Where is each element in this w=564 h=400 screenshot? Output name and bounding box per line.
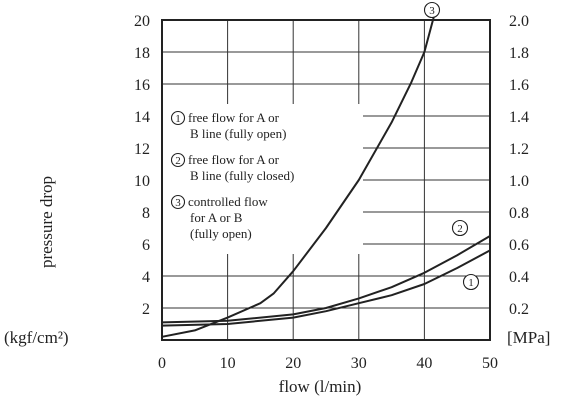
x-tick-label: 20 [285,355,301,372]
plot-frame [161,19,491,341]
y-tick-label-left: 2 [142,301,150,318]
series-marker-number: 1 [468,277,474,289]
y-tick-label-right: 0.2 [509,301,529,318]
y-tick-label-left: 18 [134,45,150,62]
series-marker-number: 3 [429,5,435,17]
y-tick-label-right: 1.0 [509,173,529,190]
legend-marker-circle [170,110,186,126]
series-line-2 [161,235,491,324]
legend-text-line: for A or B [190,210,243,225]
x-axis-label: flow (l/min) [279,377,362,396]
y-tick-label-right: 0.8 [509,205,529,222]
y-tick-label-left: 10 [134,173,150,190]
series-line-1 [161,249,491,327]
y-tick-label-left: 6 [142,237,150,254]
y-tick-label-left: 8 [142,205,150,222]
x-tick-label: 10 [220,355,236,372]
y-tick-label-right: 1.4 [509,109,529,126]
y-tick-labels-left: 2 4 6 8 10 12 14 16 18 20 [134,13,150,318]
legend-marker-circle [170,194,186,210]
series-marker-circle [451,219,469,237]
series-marker-1: 1 [462,273,480,291]
legend-marker-number: 1 [175,113,181,125]
legend-marker-number: 2 [175,155,181,167]
x-tick-label: 30 [351,355,367,372]
y-tick-label-right: 2.0 [509,13,529,30]
x-tick-labels: 0 10 20 30 40 50 [158,355,498,372]
y-axis-unit-left: (kgf/cm²) [4,328,69,347]
legend-marker-number: 3 [175,197,181,209]
legend-backdrop [163,104,363,254]
legend: 1 free flow for A orB line (fully open)2 f… [170,110,294,241]
y-axis-unit-right: [MPa] [507,328,550,347]
grid-lines [162,20,490,340]
y-tick-label-right: 0.6 [509,237,529,254]
x-tick-label: 0 [158,355,166,372]
series-layer [161,14,491,338]
x-tick-label: 40 [416,355,432,372]
y-tick-labels-right: 0.2 0.4 0.6 0.8 1.0 1.2 1.4 1.6 1.8 2.0 [509,13,529,318]
y-tick-label-right: 1.8 [509,45,529,62]
y-tick-label-left: 12 [134,141,150,158]
y-tick-label-left: 20 [134,13,150,30]
legend-text-line: B line (fully open) [190,126,286,141]
y-tick-label-right: 0.4 [509,269,529,286]
y-tick-label-right: 1.6 [509,77,529,94]
y-tick-label-right: 1.2 [509,141,529,158]
legend-entry-2: 2 free flow for A orB line (fully closed) [170,152,294,183]
legend-marker-circle [170,152,186,168]
series-marker-number: 2 [457,223,463,235]
legend-entry-1: 1 free flow for A orB line (fully open) [170,110,286,141]
series-marker-circle [462,273,480,291]
series-marker-circle [423,1,441,19]
series-marker-3: 3 [423,1,441,19]
legend-text-line: controlled flow [188,194,268,209]
y-tick-label-left: 14 [134,109,150,126]
legend-text-line: free flow for A or [188,110,280,125]
series-line-3 [161,14,436,338]
legend-text-line: (fully open) [190,226,252,241]
y-axis-label: pressure drop [37,176,56,268]
y-tick-label-left: 16 [134,77,150,94]
y-tick-label-left: 4 [142,269,150,286]
legend-text-line: free flow for A or [188,152,280,167]
x-tick-label: 50 [482,355,498,372]
legend-text-line: B line (fully closed) [190,168,294,183]
series-marker-2: 2 [451,219,469,237]
series-markers: 1 2 3 [423,1,480,291]
